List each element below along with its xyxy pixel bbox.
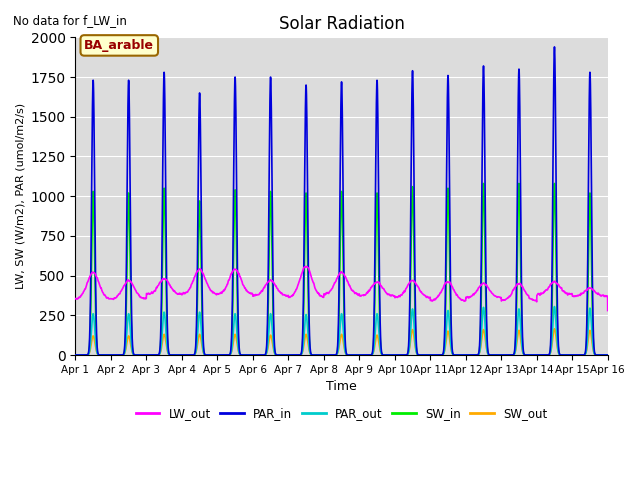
LW_out (302, 264, 310, 269)
X-axis label: Time: Time (326, 380, 357, 393)
SW_in (252, 352, 260, 358)
PAR_out (575, 352, 582, 358)
PAR_in (461, 352, 468, 358)
LW_out (252, 292, 260, 298)
PAR_out (582, 351, 589, 357)
PAR_out (604, 352, 612, 358)
Line: SW_out: SW_out (76, 329, 608, 355)
Text: BA_arable: BA_arable (84, 39, 154, 52)
LW_out (582, 288, 589, 294)
SW_in (323, 352, 331, 358)
SW_in (72, 352, 79, 358)
Line: SW_in: SW_in (76, 183, 608, 355)
PAR_out (550, 304, 558, 310)
PAR_in (550, 44, 558, 50)
LW_out (72, 296, 79, 301)
PAR_in (582, 349, 589, 355)
LW_out (575, 292, 582, 298)
PAR_in (476, 344, 483, 349)
LW_out (461, 298, 468, 303)
Line: PAR_in: PAR_in (76, 47, 608, 355)
SW_in (582, 350, 589, 356)
SW_out (604, 352, 612, 358)
SW_out (252, 352, 260, 358)
LW_out (604, 308, 612, 313)
PAR_in (575, 352, 582, 358)
SW_in (575, 352, 582, 358)
Legend: LW_out, PAR_in, PAR_out, SW_in, SW_out: LW_out, PAR_in, PAR_out, SW_in, SW_out (131, 402, 552, 425)
PAR_out (323, 352, 331, 358)
SW_out (582, 351, 589, 357)
SW_in (461, 352, 468, 358)
SW_out (575, 352, 582, 358)
SW_in (550, 180, 558, 186)
SW_out (461, 352, 468, 358)
PAR_in (323, 352, 331, 358)
Text: No data for f_LW_in: No data for f_LW_in (13, 14, 127, 27)
SW_in (476, 347, 483, 353)
SW_out (550, 326, 558, 332)
Title: Solar Radiation: Solar Radiation (278, 15, 404, 33)
PAR_in (604, 352, 612, 358)
PAR_in (252, 352, 260, 358)
PAR_out (72, 352, 79, 358)
PAR_out (252, 352, 260, 358)
SW_out (476, 350, 483, 356)
Y-axis label: LW, SW (W/m2), PAR (umol/m2/s): LW, SW (W/m2), PAR (umol/m2/s) (15, 103, 25, 289)
LW_out (476, 284, 483, 289)
PAR_out (461, 352, 468, 358)
PAR_out (476, 349, 483, 355)
PAR_in (72, 352, 79, 358)
SW_in (604, 352, 612, 358)
SW_out (323, 352, 331, 358)
LW_out (324, 290, 332, 296)
Line: PAR_out: PAR_out (76, 307, 608, 355)
SW_out (72, 352, 79, 358)
Line: LW_out: LW_out (76, 266, 608, 311)
